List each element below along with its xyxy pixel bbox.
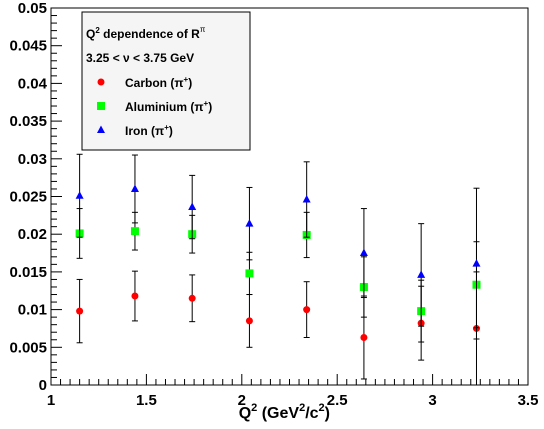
data-point-circle xyxy=(76,307,84,315)
y-tick-label: 0.04 xyxy=(18,75,48,92)
data-point-triangle xyxy=(472,259,481,267)
data-point-triangle xyxy=(245,219,254,227)
data-point-triangle xyxy=(359,248,368,257)
y-tick-label: 0.03 xyxy=(18,151,47,168)
data-point-square xyxy=(130,227,139,236)
y-tick-label: 0.05 xyxy=(18,0,47,17)
plot-area xyxy=(75,153,481,386)
legend-entry-label: Aluminium (π+) xyxy=(125,99,212,114)
x-tick-label: 3.5 xyxy=(518,392,539,409)
y-tick-label: 0.01 xyxy=(18,302,47,319)
legend-title: Q2 dependence of Rπ xyxy=(86,25,206,41)
y-tick-label: 0.005 xyxy=(9,339,47,356)
y-tick-label: 0.015 xyxy=(9,264,47,281)
x-axis-label: Q2 (GeV2/c2) xyxy=(239,402,330,422)
data-point-triangle xyxy=(302,195,311,203)
y-tick-label: 0.02 xyxy=(18,226,47,243)
data-point-circle xyxy=(188,294,196,302)
data-point-circle xyxy=(245,317,253,325)
data-point-triangle xyxy=(417,270,426,278)
x-tick-label: 1 xyxy=(47,392,55,409)
y-tick-label: 0 xyxy=(39,377,47,394)
legend-entry-label: Iron (π+) xyxy=(125,123,173,138)
legend-marker-circle xyxy=(97,78,105,86)
data-point-circle xyxy=(131,292,139,300)
legend-subtitle: 3.25 < ν < 3.75 GeV xyxy=(86,51,194,65)
legend: Q2 dependence of Rπ 3.25 < ν < 3.75 GeV … xyxy=(81,11,251,151)
legend-entries: Carbon (π+) Aluminium (π+) Iron (π+) xyxy=(97,75,212,138)
data-point-square xyxy=(245,269,254,278)
data-point-triangle xyxy=(188,202,197,211)
data-point-triangle xyxy=(130,184,139,192)
legend-box xyxy=(81,11,251,151)
x-tick-label: 1.5 xyxy=(136,392,157,409)
x-tick-label: 2.5 xyxy=(327,392,348,409)
x-tick-label: 3 xyxy=(428,392,436,409)
data-point-circle xyxy=(360,333,368,341)
axes: 0 0.005 0.01 0.015 0.02 0.025 0.03 0.035 0.04 0.0… xyxy=(9,0,538,409)
y-tick-label: 0.025 xyxy=(9,189,47,206)
data-point-circle xyxy=(303,306,311,314)
legend-marker-triangle xyxy=(97,125,105,133)
x-tick-label: 2 xyxy=(238,392,246,409)
y-tick-label: 0.045 xyxy=(9,38,47,55)
data-point-triangle xyxy=(75,191,84,199)
legend-entry-label: Carbon (π+) xyxy=(125,75,192,90)
legend-marker-square xyxy=(97,102,105,110)
y-tick-label: 0.035 xyxy=(9,113,47,130)
